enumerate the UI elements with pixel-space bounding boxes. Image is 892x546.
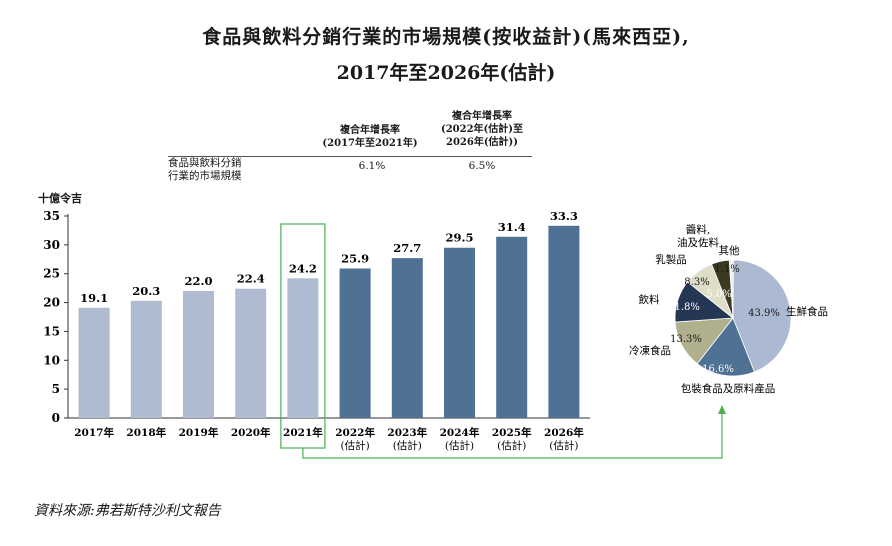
highlight-connector-arrowhead <box>718 405 726 414</box>
y-axis-unit-label: 十億令吉 <box>38 192 82 205</box>
bar <box>235 288 267 418</box>
bar <box>78 307 110 418</box>
cagr-header-2017-2021: 複合年增長率 (2017年至2021年) <box>318 124 422 150</box>
bar <box>496 236 528 418</box>
pie-slice-label: 醬料, <box>686 223 710 236</box>
cagr-header-text: (2022年(估計)至 <box>440 124 524 135</box>
bar-value-label: 19.1 <box>80 291 108 305</box>
chart-title-line2: 2017年至2026年(估計) <box>336 62 556 84</box>
bar <box>339 268 371 418</box>
pie-slice-label: 包裝食品及原料產品 <box>681 382 776 395</box>
cagr-header-text: 2026年(估計)) <box>445 137 519 148</box>
bar-value-label: 33.3 <box>550 209 578 223</box>
bar-value-label: 22.0 <box>184 274 212 288</box>
chart-title-line1: 食品與飲料分銷行業的市場規模(按收益計)(馬來西亞), <box>202 26 690 48</box>
x-tick-label: (估計) <box>445 439 474 452</box>
pie-value-label: 13.3% <box>670 334 702 345</box>
pie-value-label: 5.0% <box>706 289 731 300</box>
x-tick-label: 2021年 <box>283 426 323 439</box>
bar-value-label: 31.4 <box>498 220 526 234</box>
x-tick-label: 2022年 <box>335 426 375 439</box>
x-tick-label: (估計) <box>340 439 369 452</box>
y-tick-label: 15 <box>43 324 60 338</box>
bar <box>391 258 423 418</box>
y-tick-label: 0 <box>52 411 60 425</box>
pie-value-label: 43.9% <box>748 308 780 319</box>
cagr-table-rule <box>168 156 532 157</box>
cagr-header-text: 複合年增長率 <box>452 111 512 122</box>
bar <box>444 247 475 418</box>
highlight-connector <box>302 412 723 459</box>
pie-slice-label: 生鮮食品 <box>786 305 828 318</box>
x-tick-label: (估計) <box>497 439 526 452</box>
x-tick-label: 2018年 <box>126 426 166 439</box>
y-tick-label: 5 <box>52 382 60 396</box>
cagr-row-label-line: 食品與飲料分銷 <box>168 157 242 169</box>
y-tick-label: 35 <box>43 209 60 223</box>
cagr-row-label-line: 行業的市場規模 <box>168 170 242 182</box>
y-tick-label: 10 <box>43 353 60 367</box>
x-tick-label: 2019年 <box>179 426 219 439</box>
x-tick-label: 2024年 <box>440 426 480 439</box>
x-tick-label: 2023年 <box>387 426 427 439</box>
pie-value-label: 11.8% <box>668 302 700 313</box>
bar-value-label: 20.3 <box>132 284 160 298</box>
pie-value-label: 1.1% <box>714 264 739 275</box>
y-tick-label: 30 <box>43 238 60 252</box>
x-tick-label: 2020年 <box>231 426 271 439</box>
pie-slice <box>728 259 734 319</box>
source-note: 資料來源:弗若斯特沙利文報告 <box>34 503 221 519</box>
pie-value-label: 8.3% <box>684 277 709 288</box>
pie-slice-label: 乳製品 <box>655 253 687 266</box>
pie-slice-label: 飲料 <box>639 293 660 306</box>
bar-value-label: 22.4 <box>237 272 265 286</box>
x-tick-label: 2026年 <box>544 426 584 439</box>
cagr-header-2022-2026: 複合年增長率 (2022年(估計)至 2026年(估計)) <box>426 110 538 149</box>
y-tick-label: 20 <box>43 296 60 310</box>
cagr-value-2022-2026: 6.5% <box>468 160 496 172</box>
x-tick-label: (估計) <box>393 439 422 452</box>
pie-value-label: 16.6% <box>702 364 734 375</box>
x-tick-label: 2025年 <box>492 426 532 439</box>
bar-value-label: 24.2 <box>289 261 317 275</box>
bar <box>130 300 162 418</box>
bar-value-label: 25.9 <box>341 252 369 266</box>
x-tick-label: (估計) <box>549 439 578 452</box>
y-tick-label: 25 <box>43 267 60 281</box>
pie-slice <box>732 259 792 373</box>
pie-slice-label: 其他 <box>719 244 740 257</box>
bar-value-label: 29.5 <box>445 231 473 245</box>
bar <box>183 291 214 418</box>
bar-value-label: 27.7 <box>393 241 421 255</box>
pie-slice-label: 冷凍食品 <box>629 344 671 357</box>
cagr-header-text: (2017年至2021年) <box>322 138 418 149</box>
x-tick-label: 2017年 <box>74 426 114 439</box>
pie-slice-label: 油及佐料 <box>677 236 719 249</box>
cagr-row-label: 食品與飲料分銷 行業的市場規模 <box>168 157 242 183</box>
bar <box>287 278 319 418</box>
cagr-value-2017-2021: 6.1% <box>358 160 386 172</box>
cagr-header-text: 複合年增長率 <box>340 125 400 136</box>
pie-slice <box>696 317 755 377</box>
bar <box>548 225 580 418</box>
